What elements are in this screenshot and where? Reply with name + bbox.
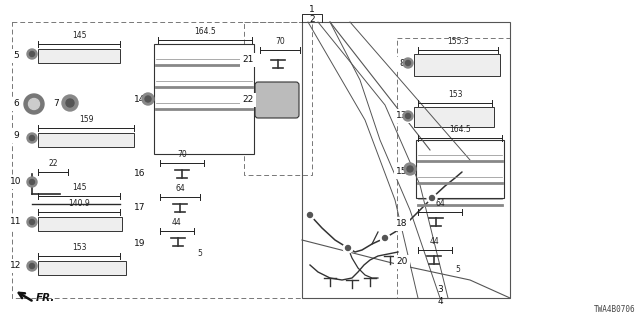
Circle shape xyxy=(27,49,37,59)
Text: 64: 64 xyxy=(175,184,185,193)
Text: 15: 15 xyxy=(396,167,408,177)
Text: 17: 17 xyxy=(134,204,146,212)
Circle shape xyxy=(66,99,74,107)
Text: 64: 64 xyxy=(435,199,445,208)
Text: 8: 8 xyxy=(399,60,405,68)
Text: 164.5: 164.5 xyxy=(449,125,471,134)
Text: 22: 22 xyxy=(48,159,58,168)
Bar xyxy=(416,140,504,198)
Text: 22: 22 xyxy=(243,95,253,105)
Text: 145: 145 xyxy=(72,31,86,40)
Circle shape xyxy=(29,263,35,268)
Circle shape xyxy=(403,111,413,121)
Text: 16: 16 xyxy=(134,170,146,179)
Text: FR.: FR. xyxy=(36,293,56,303)
Text: 5: 5 xyxy=(456,266,460,275)
Text: 140.9: 140.9 xyxy=(68,199,90,208)
Circle shape xyxy=(27,261,37,271)
Circle shape xyxy=(429,196,435,201)
Circle shape xyxy=(403,58,413,68)
Bar xyxy=(154,44,254,154)
Circle shape xyxy=(305,210,315,220)
Text: 44: 44 xyxy=(430,237,440,246)
Text: 10: 10 xyxy=(10,178,22,187)
Circle shape xyxy=(383,236,387,241)
Text: 2: 2 xyxy=(309,15,315,25)
Text: 21: 21 xyxy=(243,55,253,65)
Text: 155.3: 155.3 xyxy=(447,37,469,46)
Circle shape xyxy=(343,243,353,253)
Bar xyxy=(38,261,126,275)
Bar xyxy=(244,22,312,175)
Text: 14: 14 xyxy=(134,95,146,105)
Text: 5: 5 xyxy=(13,52,19,60)
Circle shape xyxy=(407,166,413,172)
Circle shape xyxy=(406,60,410,66)
Text: 1: 1 xyxy=(309,4,315,13)
Bar xyxy=(38,217,122,231)
Circle shape xyxy=(27,217,37,227)
Text: 6: 6 xyxy=(13,100,19,108)
Circle shape xyxy=(29,52,35,57)
Text: 4: 4 xyxy=(437,298,443,307)
Text: TWA4B0706: TWA4B0706 xyxy=(593,305,635,314)
Text: 3: 3 xyxy=(437,285,443,294)
Text: 20: 20 xyxy=(396,258,408,267)
Circle shape xyxy=(29,220,35,225)
Circle shape xyxy=(29,99,40,109)
Text: 13: 13 xyxy=(396,111,408,121)
Text: 18: 18 xyxy=(396,220,408,228)
Circle shape xyxy=(24,94,44,114)
Circle shape xyxy=(27,177,37,187)
Bar xyxy=(12,22,302,298)
Text: 70: 70 xyxy=(275,37,285,46)
Text: 159: 159 xyxy=(79,115,93,124)
Text: 70: 70 xyxy=(177,150,187,159)
Circle shape xyxy=(142,93,154,105)
Text: 153: 153 xyxy=(72,243,86,252)
Bar xyxy=(38,133,134,147)
Bar xyxy=(397,38,510,298)
Text: 7: 7 xyxy=(53,100,59,108)
Text: 9: 9 xyxy=(13,132,19,140)
Circle shape xyxy=(404,163,416,175)
Text: 145: 145 xyxy=(72,183,86,192)
Text: 164.5: 164.5 xyxy=(194,27,216,36)
Circle shape xyxy=(29,135,35,140)
Text: 44: 44 xyxy=(172,218,182,227)
Circle shape xyxy=(27,133,37,143)
Circle shape xyxy=(145,96,151,102)
Circle shape xyxy=(346,245,351,251)
Text: 153: 153 xyxy=(448,90,462,99)
Circle shape xyxy=(406,114,410,118)
Circle shape xyxy=(380,233,390,243)
Circle shape xyxy=(62,95,78,111)
Circle shape xyxy=(307,212,312,218)
Circle shape xyxy=(427,193,437,203)
Circle shape xyxy=(29,180,35,185)
FancyBboxPatch shape xyxy=(255,82,299,118)
Text: 5: 5 xyxy=(198,250,202,259)
Text: 12: 12 xyxy=(10,261,22,270)
Bar xyxy=(414,54,500,76)
Bar xyxy=(38,49,120,63)
Text: 11: 11 xyxy=(10,218,22,227)
Bar xyxy=(414,107,494,127)
Text: 19: 19 xyxy=(134,239,146,249)
